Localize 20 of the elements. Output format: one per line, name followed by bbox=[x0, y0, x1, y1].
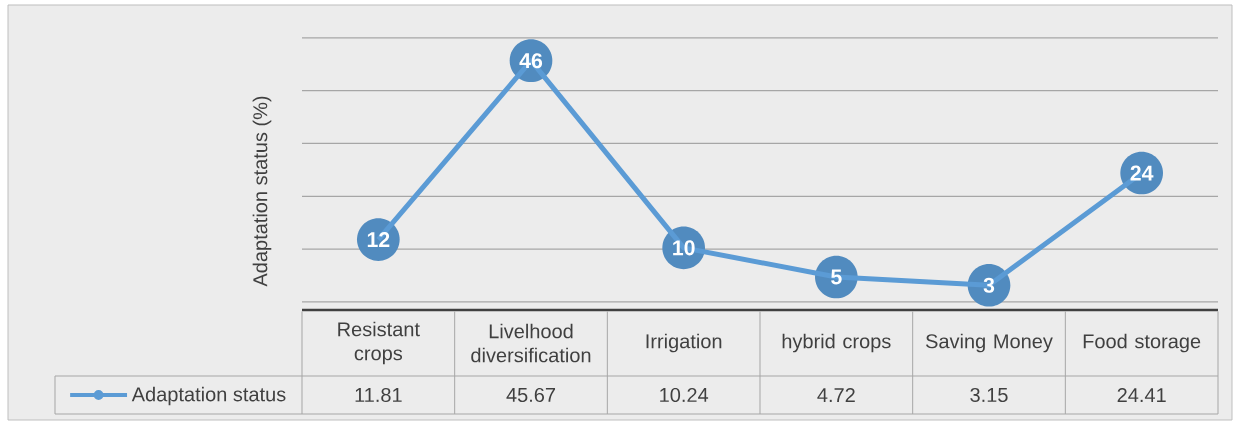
x-tick-label: Saving Money bbox=[925, 333, 1053, 353]
data-label: 24.41 bbox=[1117, 388, 1166, 402]
data-label: 3.15 bbox=[970, 387, 1008, 403]
y-axis-title: Adaptation status (%) bbox=[252, 96, 272, 287]
annotation: 5 bbox=[831, 269, 842, 285]
x-tick-label: Irrigation bbox=[646, 333, 722, 353]
data-label: 4.72 bbox=[817, 388, 855, 402]
x-tick-label: hybrid crops bbox=[782, 333, 891, 353]
annotation: 24 bbox=[1130, 165, 1154, 181]
annotation: 46 bbox=[519, 53, 543, 69]
data-label: 10.24 bbox=[660, 387, 709, 403]
annotation: 10 bbox=[673, 240, 695, 256]
x-tick-label: Livelhood diversification bbox=[471, 323, 591, 363]
legend-label: Adaptation status bbox=[131, 386, 286, 406]
data-label: 11.81 bbox=[355, 387, 402, 403]
x-tick-label: Food storage bbox=[1083, 333, 1201, 353]
x-tick-label: Resistant crops bbox=[338, 321, 420, 365]
annotation: 12 bbox=[367, 232, 390, 247]
data-label: 45.67 bbox=[506, 387, 556, 403]
annotation: 3 bbox=[983, 277, 995, 293]
